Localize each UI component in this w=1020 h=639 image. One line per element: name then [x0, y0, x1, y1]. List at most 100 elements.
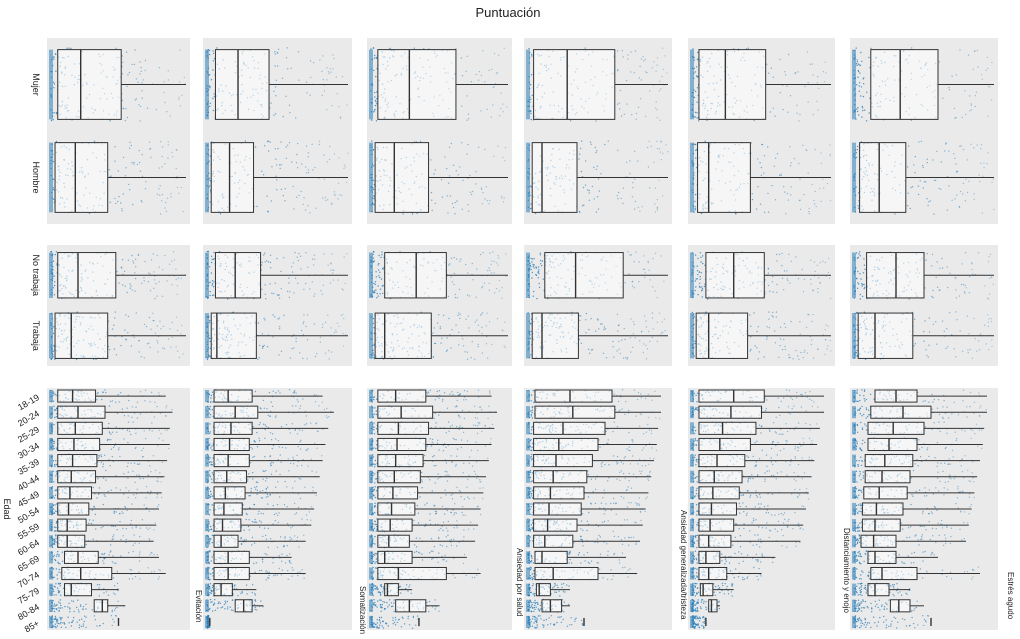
min-strip-2-5-12: [852, 584, 856, 596]
box-2-0-13: [94, 600, 108, 612]
box-2-0-7: [58, 503, 89, 515]
min-strip-2-5-0: [852, 390, 856, 402]
box-2-3-10: [535, 551, 567, 563]
min-strip-2-3-2: [526, 422, 530, 434]
box-2-5-7: [862, 503, 903, 515]
box-2-3-0: [535, 390, 612, 402]
box-2-2-4: [378, 455, 423, 467]
min-strip-2-2-10: [369, 551, 373, 563]
box-2-2-5: [378, 471, 420, 483]
min-strip-2-4-11: [690, 567, 694, 579]
box-2-0-2: [58, 422, 103, 434]
box-2-5-12: [868, 584, 889, 596]
min-strip-2-3-3: [526, 438, 530, 450]
min-strip-0-1-0: [205, 50, 209, 120]
min-strip-2-3-10: [526, 551, 530, 563]
box-2-1-6: [214, 487, 245, 499]
box-2-1-3: [214, 438, 249, 450]
min-strip-2-5-10: [852, 551, 856, 563]
min-strip-0-5-1: [852, 143, 856, 213]
min-strip-0-1-1: [205, 143, 209, 213]
min-strip-2-5-2: [852, 422, 856, 434]
box-2-2-7: [378, 503, 415, 515]
box-2-4-5: [699, 471, 742, 483]
min-strip-2-1-4: [205, 455, 209, 467]
category-label-2-14: 85+: [23, 618, 41, 634]
box-2-3-13: [542, 600, 562, 612]
category-label-0-1: Hombre: [31, 161, 41, 193]
box-2-3-1: [535, 406, 615, 418]
min-strip-2-5-9: [852, 535, 856, 547]
min-strip-1-5-0: [852, 253, 856, 298]
box-2-2-6: [378, 487, 418, 499]
min-strip-2-1-3: [205, 438, 209, 450]
min-strip-2-2-9: [369, 535, 373, 547]
box-2-0-6: [58, 487, 92, 499]
box-2-5-3: [868, 438, 917, 450]
box-2-0-0: [58, 390, 96, 402]
min-strip-2-5-6: [852, 487, 856, 499]
box-2-2-11: [378, 567, 447, 579]
min-strip-2-2-0: [369, 390, 373, 402]
box-0-5-1: [860, 143, 906, 213]
box-2-4-9: [699, 535, 731, 547]
box-1-2-1: [375, 313, 431, 358]
min-strip-2-1-8: [205, 519, 209, 531]
min-strip-2-0-10: [49, 551, 53, 563]
min-strip-2-1-1: [205, 406, 209, 418]
box-2-0-10: [65, 551, 99, 563]
box-0-5-0: [871, 50, 938, 120]
box-2-1-4: [214, 455, 249, 467]
min-strip-2-1-0: [205, 390, 209, 402]
box-2-4-0: [699, 390, 764, 402]
min-strip-2-2-14: [369, 616, 373, 628]
min-strip-2-4-9: [690, 535, 694, 547]
min-strip-2-2-11: [369, 567, 373, 579]
min-strip-2-0-13: [49, 600, 53, 612]
facet-label-2: Ansiedad por salud: [515, 548, 524, 617]
box-2-5-1: [871, 406, 931, 418]
min-strip-1-1-1: [205, 313, 209, 358]
box-2-1-7: [214, 503, 242, 515]
min-strip-2-3-12: [526, 584, 530, 596]
box-0-1-1: [211, 143, 253, 213]
box-2-4-2: [699, 422, 756, 434]
box-2-0-1: [58, 406, 105, 418]
box-0-3-0: [534, 50, 615, 120]
min-strip-2-4-7: [690, 503, 694, 515]
min-strip-2-1-9: [205, 535, 209, 547]
box-2-0-11: [62, 567, 112, 579]
min-strip-1-5-1: [852, 313, 856, 358]
box-1-1-1: [211, 313, 256, 358]
min-strip-2-4-13: [690, 600, 694, 612]
box-0-4-1: [698, 143, 751, 213]
facet-label-4: Distanciamiento y enojo: [842, 528, 851, 613]
min-strip-2-2-4: [369, 455, 373, 467]
box-2-2-2: [378, 422, 429, 434]
min-strip-1-3-1: [526, 313, 530, 358]
min-strip-1-0-1: [49, 313, 53, 358]
min-strip-2-0-2: [49, 422, 53, 434]
box-2-3-4: [534, 455, 593, 467]
min-strip-2-0-14: [49, 616, 53, 628]
box-2-1-2: [214, 422, 252, 434]
box-2-4-10: [699, 551, 720, 563]
min-strip-2-1-5: [205, 471, 209, 483]
min-strip-2-3-7: [526, 503, 530, 515]
min-strip-2-3-14: [526, 616, 530, 628]
box-2-5-13: [890, 600, 910, 612]
box-2-5-9: [861, 535, 896, 547]
category-label-2-0: 18-19: [16, 392, 41, 412]
min-strip-2-2-3: [369, 438, 373, 450]
chart-title: Puntuación: [475, 5, 540, 20]
min-strip-2-3-9: [526, 535, 530, 547]
min-strip-2-4-8: [690, 519, 694, 531]
box-2-5-10: [868, 551, 896, 563]
box-2-3-8: [534, 519, 577, 531]
box-2-1-11: [214, 567, 249, 579]
box-2-5-4: [865, 455, 913, 467]
box-2-5-8: [862, 519, 900, 531]
facet-label-3: Ansiedad generalizada/tristeza: [679, 510, 688, 620]
min-strip-2-5-5: [852, 471, 856, 483]
